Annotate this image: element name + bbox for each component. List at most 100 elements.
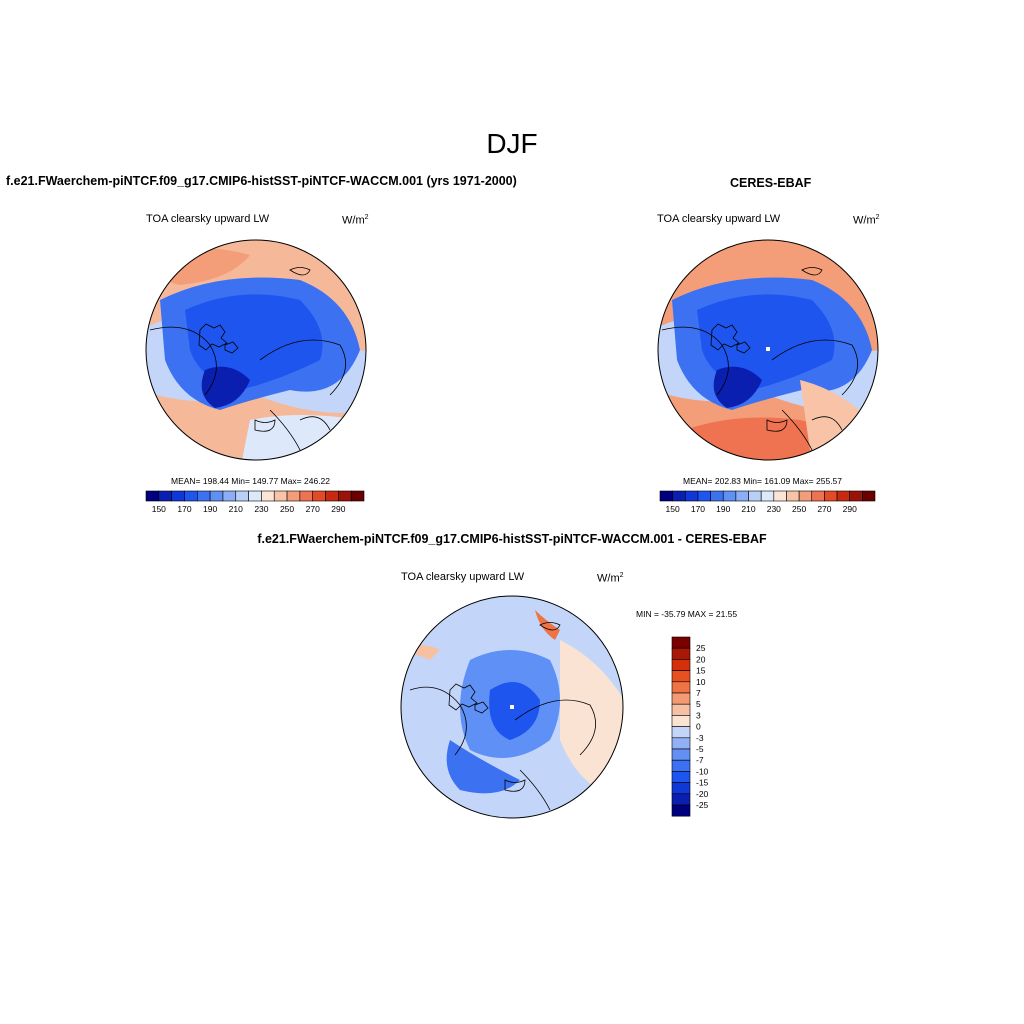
model-colorbar-box <box>273 490 288 502</box>
season-title: DJF <box>486 128 538 159</box>
diff-colorbar-box <box>671 681 691 694</box>
diff-colorbar-box <box>671 748 691 761</box>
diff-colorbar-box <box>671 737 691 750</box>
obs-colorbar-tick: 190 <box>716 504 730 514</box>
model-stats: MEAN= 198.44 Min= 149.77 Max= 246.22 <box>171 476 331 486</box>
diff-colorbar-tick: 7 <box>696 688 701 698</box>
obs-colorbar-box <box>697 490 711 502</box>
obs-colorbar-box <box>811 490 825 502</box>
diff-colorbar-tick: 20 <box>696 654 706 664</box>
obs-colorbar-box <box>722 490 737 502</box>
diff-colorbar-tick: -5 <box>696 744 704 754</box>
diff-colorbar-tick: 0 <box>696 722 701 732</box>
model-variable-label: TOA clearsky upward LW <box>146 213 270 225</box>
obs-polar-map <box>657 239 879 461</box>
model-panel-title: f.e21.FWaerchem-piNTCF.f09_g17.CMIP6-his… <box>6 174 517 188</box>
diff-colorbar-tick: 10 <box>696 677 706 687</box>
obs-colorbar-box <box>862 490 876 502</box>
model-colorbar: 150 170 190 210 230 250 270 290 <box>145 490 365 514</box>
diff-colorbar-box <box>671 647 691 660</box>
obs-colorbar-tick: 230 <box>767 504 781 514</box>
model-colorbar-box <box>158 490 172 502</box>
model-colorbar-box <box>145 490 160 502</box>
model-colorbar-box <box>222 490 237 502</box>
model-colorbar-box <box>196 490 211 502</box>
model-colorbar-tick: 230 <box>254 504 268 514</box>
diff-colorbar-box <box>671 804 691 817</box>
diff-colorbar-tick: 3 <box>696 710 701 720</box>
model-colorbar-box <box>184 490 198 502</box>
diff-colorbar-box <box>671 782 691 795</box>
obs-colorbar-box <box>735 490 749 502</box>
obs-colorbar-tick: 150 <box>666 504 680 514</box>
obs-colorbar-box <box>786 490 800 502</box>
obs-stats: MEAN= 202.83 Min= 161.09 Max= 255.57 <box>683 476 843 486</box>
diff-variable-label: TOA clearsky upward LW <box>401 571 525 583</box>
diff-colorbar-box <box>671 659 691 671</box>
diff-colorbar-tick: -3 <box>696 733 704 743</box>
model-colorbar-tick: 170 <box>177 504 191 514</box>
model-colorbar-tick: 290 <box>331 504 345 514</box>
obs-colorbar-box <box>659 490 673 502</box>
diff-colorbar-box <box>671 793 691 806</box>
diff-colorbar-tick: 5 <box>696 699 701 709</box>
obs-units-label: W/m2 <box>853 214 880 227</box>
model-colorbar-box <box>248 490 262 502</box>
obs-colorbar-box <box>836 490 851 502</box>
model-colorbar-tick: 190 <box>203 504 217 514</box>
obs-colorbar-tick: 210 <box>741 504 755 514</box>
obs-colorbar-tick: 290 <box>843 504 857 514</box>
model-colorbar-tick: 250 <box>280 504 294 514</box>
obs-colorbar-box <box>760 490 775 502</box>
obs-colorbar-box <box>672 490 686 502</box>
model-colorbar-box <box>325 490 339 502</box>
model-colorbar-box <box>286 490 301 502</box>
model-units-label: W/m2 <box>342 214 369 227</box>
diff-panel-title: f.e21.FWaerchem-piNTCF.f09_g17.CMIP6-his… <box>257 532 767 546</box>
diff-polar-map <box>400 595 624 819</box>
diff-colorbar-tick: -7 <box>696 755 704 765</box>
diff-colorbar-box <box>671 759 691 772</box>
model-colorbar-box <box>235 490 249 502</box>
model-colorbar-box <box>338 490 352 502</box>
diff-colorbar-box <box>671 636 691 649</box>
diff-colorbar-tick: 25 <box>696 643 706 653</box>
model-colorbar-box <box>350 490 365 502</box>
model-polar-map <box>145 239 367 461</box>
model-colorbar-box <box>171 490 185 502</box>
diff-colorbar-tick: -15 <box>696 778 709 788</box>
diff-colorbar-tick: 15 <box>696 666 706 676</box>
model-colorbar-tick: 150 <box>152 504 166 514</box>
diff-colorbar-tick: -25 <box>696 800 709 810</box>
diff-stats: MIN = -35.79 MAX = 21.55 <box>636 609 738 619</box>
diff-colorbar-tick: -20 <box>696 789 709 799</box>
model-colorbar-tick: 210 <box>229 504 243 514</box>
obs-colorbar-box <box>684 490 699 502</box>
model-colorbar-box <box>299 490 314 502</box>
obs-colorbar-tick: 170 <box>691 504 705 514</box>
obs-variable-label: TOA clearsky upward LW <box>657 213 781 225</box>
model-colorbar-box <box>261 490 275 502</box>
diff-colorbar-box <box>671 726 691 739</box>
obs-colorbar-box <box>773 490 787 502</box>
model-colorbar-box <box>312 490 326 502</box>
diff-colorbar-box <box>671 715 691 727</box>
model-colorbar-tick: 270 <box>306 504 320 514</box>
diff-colorbar-box <box>671 670 691 683</box>
diff-colorbar-box <box>671 771 691 783</box>
obs-colorbar-box <box>710 490 724 502</box>
diff-colorbar-tick: -10 <box>696 766 709 776</box>
obs-colorbar-tick: 270 <box>817 504 831 514</box>
diff-units-label: W/m2 <box>597 572 624 585</box>
obs-colorbar-box <box>748 490 762 502</box>
obs-colorbar-box <box>824 490 838 502</box>
diff-colorbar-box <box>671 703 691 716</box>
obs-colorbar-box <box>798 490 813 502</box>
diff-colorbar-box <box>671 692 691 705</box>
obs-colorbar-box <box>849 490 863 502</box>
model-colorbar-box <box>209 490 224 502</box>
obs-panel-title: CERES-EBAF <box>730 176 812 190</box>
obs-colorbar: 150 170 190 210 230 250 270 290 <box>659 490 876 514</box>
